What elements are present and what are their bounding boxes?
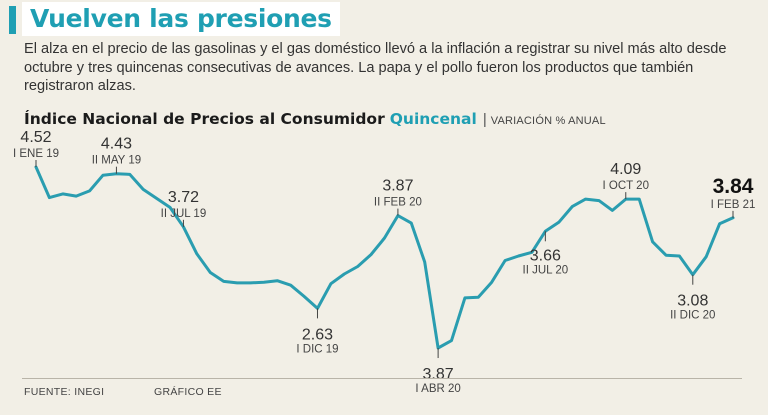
data-point — [195, 252, 198, 255]
data-point — [128, 173, 131, 176]
annotation-period: II DIC 20 — [670, 310, 715, 322]
data-point — [262, 281, 265, 284]
data-point — [61, 192, 64, 195]
annotation-value: 2.63 — [302, 326, 333, 343]
footer-source: FUENTE: INEGI — [24, 386, 105, 398]
data-point — [369, 253, 372, 256]
data-point — [235, 281, 238, 284]
data-point — [517, 254, 520, 257]
annotation-period: I ENE 19 — [13, 148, 59, 160]
data-point — [664, 254, 667, 257]
data-point — [557, 221, 560, 224]
data-point — [477, 296, 480, 299]
data-point — [88, 189, 91, 192]
data-point — [504, 259, 507, 262]
data-point — [48, 196, 51, 199]
annotation-period: I FEB 21 — [711, 199, 756, 211]
data-point — [638, 198, 641, 201]
series-line-inpc — [34, 165, 735, 350]
data-point — [383, 236, 386, 239]
data-point — [490, 281, 493, 284]
footer: FUENTE: INEGI GRÁFICO EE — [24, 386, 221, 398]
data-point — [75, 195, 78, 198]
annotation-value: 3.84 — [713, 175, 754, 198]
annotation-period: II MAY 19 — [92, 155, 141, 167]
data-point — [718, 222, 721, 225]
data-point — [289, 284, 292, 287]
annotation-period: II JUL 19 — [161, 208, 207, 220]
annotation-period: II FEB 20 — [374, 197, 422, 209]
data-point — [571, 205, 574, 208]
chart-heading-unit: VARIACIÓN % ANUAL — [490, 115, 606, 127]
data-point — [356, 265, 359, 268]
data-point — [222, 280, 225, 283]
data-point — [423, 260, 426, 263]
data-point — [678, 254, 681, 257]
annotation-period: I DIC 19 — [296, 343, 338, 355]
data-point — [329, 282, 332, 285]
data-point — [155, 197, 158, 200]
annotation-value: 3.66 — [530, 247, 561, 264]
data-point — [343, 272, 346, 275]
data-point — [450, 339, 453, 342]
annotation-value: 4.52 — [20, 129, 51, 146]
annotation-period: II JUL 20 — [523, 264, 569, 276]
chart-heading-main: Índice Nacional de Precios al Consumidor — [24, 110, 385, 128]
annotation-period: I OCT 20 — [603, 180, 649, 192]
data-point — [142, 188, 145, 191]
data-point — [597, 199, 600, 202]
data-point — [611, 209, 614, 212]
data-point — [410, 221, 413, 224]
annotation-value: 3.72 — [168, 189, 199, 206]
data-point — [302, 295, 305, 298]
data-point — [101, 174, 104, 177]
chart-heading: Índice Nacional de Precios al Consumidor… — [24, 110, 606, 129]
data-point — [584, 198, 587, 201]
data-point — [463, 296, 466, 299]
annotation-value: 3.87 — [423, 366, 454, 383]
data-point — [209, 271, 212, 274]
data-point — [705, 255, 708, 258]
annotation-value: 4.09 — [610, 161, 641, 178]
chart-heading-accent: Quincenal — [389, 110, 477, 128]
data-point — [276, 279, 279, 282]
chart-heading-separator: | — [482, 111, 487, 128]
annotation-value: 4.43 — [101, 136, 132, 153]
chart-subtitle: El alza en el precio de las gasolinas y … — [24, 41, 727, 94]
annotation-value: 3.87 — [382, 178, 413, 195]
data-point — [249, 281, 252, 284]
data-point — [651, 240, 654, 243]
footer-credit: GRÁFICO EE — [154, 386, 222, 398]
chart-title: Vuelven las presiones — [22, 2, 340, 36]
annotation-value: 3.08 — [677, 293, 708, 310]
title-accent-bar — [9, 6, 16, 34]
footer-divider — [22, 378, 742, 379]
annotation-period: I ABR 20 — [415, 383, 460, 395]
